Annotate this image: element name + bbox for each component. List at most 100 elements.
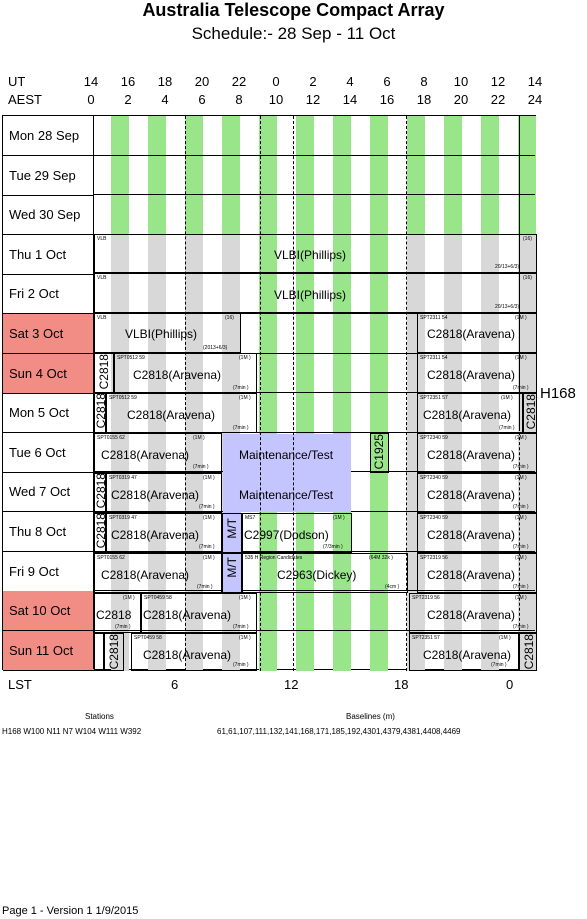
project-block — [370, 433, 389, 473]
band — [407, 116, 425, 234]
ut-hour-label: 0 — [272, 74, 280, 89]
page-title: Australia Telescope Compact Array — [142, 0, 445, 20]
project-label: M/T — [225, 518, 239, 539]
project-block — [94, 593, 141, 633]
day-label: Wed 7 Oct — [3, 472, 94, 513]
project-block — [94, 393, 106, 433]
band — [407, 234, 425, 671]
ut-hour-label: 16 — [120, 74, 136, 89]
project-label: C2818 — [107, 634, 121, 670]
day-label: Sun 11 Oct — [3, 630, 94, 671]
ut-hour-label: 12 — [490, 74, 506, 89]
day-label: Tue 29 Sep — [3, 156, 94, 196]
band — [370, 116, 388, 234]
day-label: Sun 4 Oct — [3, 353, 94, 394]
project-label: Maintenance/Test — [239, 448, 334, 462]
project-block — [417, 393, 523, 433]
small-label: SPT2319 56 — [412, 595, 440, 601]
project-block — [409, 593, 537, 633]
row-separator — [94, 392, 535, 394]
small-label: (1M ) — [515, 435, 527, 441]
small-label: (4cm ) — [385, 584, 400, 590]
project-block — [94, 353, 114, 393]
project-block — [106, 393, 257, 433]
small-label: (7min ) — [513, 464, 529, 470]
small-label: (16) — [225, 315, 234, 321]
lst-tick-label: 6 — [171, 677, 179, 692]
project-label: C2818(Aravena) — [143, 648, 232, 662]
ut-hour-label: 6 — [383, 74, 391, 89]
project-label: C2818 — [522, 634, 536, 670]
band — [481, 234, 499, 671]
project-label: C2818(Aravena) — [427, 368, 516, 382]
project-label: C2818(Aravena) — [427, 568, 516, 582]
project-label: C2818(Aravena) — [427, 448, 516, 462]
small-label: SPT0319 47 — [109, 515, 137, 521]
project-label: C2818(Aravena) — [427, 528, 516, 542]
project-label: C2818(Aravena) — [111, 528, 200, 542]
row-separator — [94, 590, 535, 592]
lst-line — [293, 116, 294, 671]
small-label: SPT2351 57 — [420, 395, 448, 401]
band — [444, 116, 462, 234]
ut-hour-label: 14 — [527, 74, 543, 89]
stations-list: H168 W100 N11 N7 W104 W111 W392 — [2, 727, 142, 736]
project-block — [106, 513, 222, 553]
small-label: SPT0155 62 — [97, 435, 125, 441]
small-label: (7min ) — [115, 624, 131, 630]
small-label: (7min ) — [199, 544, 215, 550]
band — [111, 234, 129, 671]
band — [259, 116, 277, 234]
stations-title: Stations — [85, 712, 114, 721]
band — [296, 116, 314, 234]
project-label: C2818(Aravena) — [427, 608, 516, 622]
small-label: SPT0459 58 — [144, 595, 172, 601]
project-block — [94, 313, 241, 353]
band — [481, 116, 499, 234]
small-label: (16) — [523, 236, 532, 242]
small-label: (1M ) — [239, 395, 251, 401]
project-label: C2818(Aravena) — [423, 408, 512, 422]
project-label: C2818(Aravena) — [133, 368, 222, 382]
small-label: (7min ) — [499, 425, 515, 431]
small-label: (1M ) — [123, 595, 135, 601]
aest-hour-label: 14 — [342, 92, 358, 107]
project-block — [104, 633, 124, 671]
lst-label: LST — [8, 677, 32, 692]
band — [222, 116, 240, 234]
band — [333, 116, 351, 234]
h168-label: H168 — [540, 385, 576, 402]
small-label: (1M ) — [203, 475, 215, 481]
aest-hour-label: 22 — [490, 92, 506, 107]
small-label: VLB — [97, 315, 107, 321]
project-block — [417, 433, 537, 473]
small-label: SPT0459 58 — [134, 635, 162, 641]
small-label: (7min ) — [513, 584, 529, 590]
project-label: VLBI(Phillips) — [274, 288, 347, 302]
project-block — [409, 633, 519, 671]
band — [518, 116, 536, 234]
small-label: (7min ) — [513, 544, 529, 550]
small-label: 20/13+6/3) — [495, 264, 520, 270]
small-label: (16) — [523, 275, 532, 281]
project-label: C2818(Aravena) — [111, 488, 200, 502]
project-label: C2818(Aravena) — [101, 448, 190, 462]
small-label: (1M ) — [239, 635, 251, 641]
project-label: C2818 — [97, 354, 111, 390]
day-label: Thu 8 Oct — [3, 512, 94, 552]
day-label: Tue 6 Oct — [3, 433, 94, 473]
project-block — [417, 553, 537, 593]
small-label: SPT2340 59 — [420, 435, 448, 441]
project-block — [94, 633, 104, 671]
small-label: (1M ) — [515, 515, 527, 521]
baselines-title: Baselines (m) — [346, 712, 395, 721]
maintenance-block — [223, 434, 351, 512]
ut-hour-label: 8 — [420, 74, 428, 89]
aest-label: AEST — [8, 92, 42, 107]
project-block — [222, 513, 242, 553]
project-block — [417, 473, 537, 513]
project-label: C2818(Aravena) — [101, 568, 190, 582]
lst-tick-label: 12 — [284, 677, 299, 692]
project-label: C2818(Aravena) — [423, 648, 512, 662]
aest-hour-label: 16 — [379, 92, 395, 107]
